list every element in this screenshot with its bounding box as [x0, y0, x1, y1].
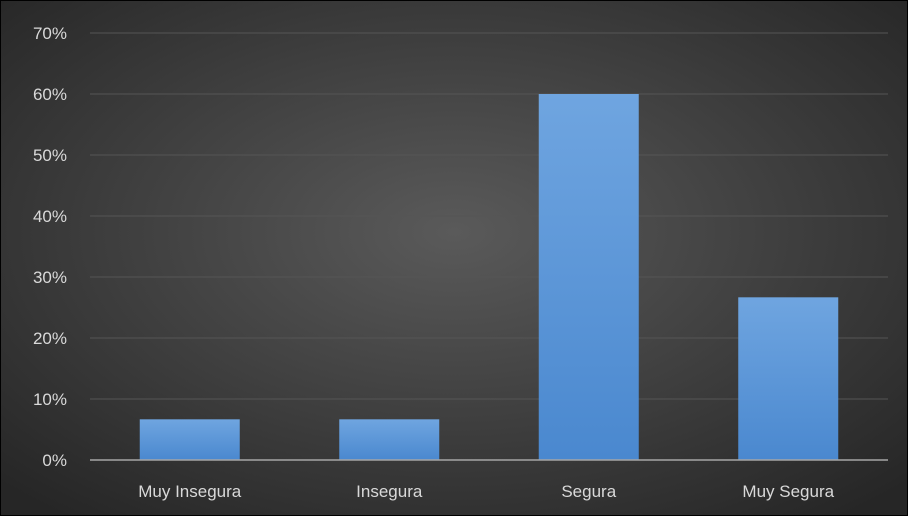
bar-insegura: [339, 419, 440, 460]
y-axis-ticks: 0% 10% 20% 30% 40% 50% 60% 70%: [33, 24, 67, 470]
y-tick-label-4: 40%: [33, 207, 67, 226]
y-tick-label-5: 50%: [33, 146, 67, 165]
y-tick-label-7: 70%: [33, 24, 67, 43]
y-tick-label-1: 10%: [33, 390, 67, 409]
y-tick-label-6: 60%: [33, 85, 67, 104]
x-axis-category-labels: Muy Insegura Insegura Segura Muy Segura: [138, 482, 834, 501]
y-tick-label-2: 20%: [33, 329, 67, 348]
grid-layer: [90, 32, 888, 400]
bar-segura: [538, 94, 639, 460]
y-tick-label-3: 30%: [33, 268, 67, 287]
y-tick-label-0: 0%: [42, 451, 67, 470]
x-category-label-2: Segura: [561, 482, 616, 501]
bar-muy-insegura: [139, 419, 240, 460]
bars: [139, 94, 839, 460]
x-category-label-3: Muy Segura: [742, 482, 834, 501]
bar-muy-segura: [738, 297, 839, 460]
x-category-label-1: Insegura: [356, 482, 423, 501]
x-category-label-0: Muy Insegura: [138, 482, 242, 501]
